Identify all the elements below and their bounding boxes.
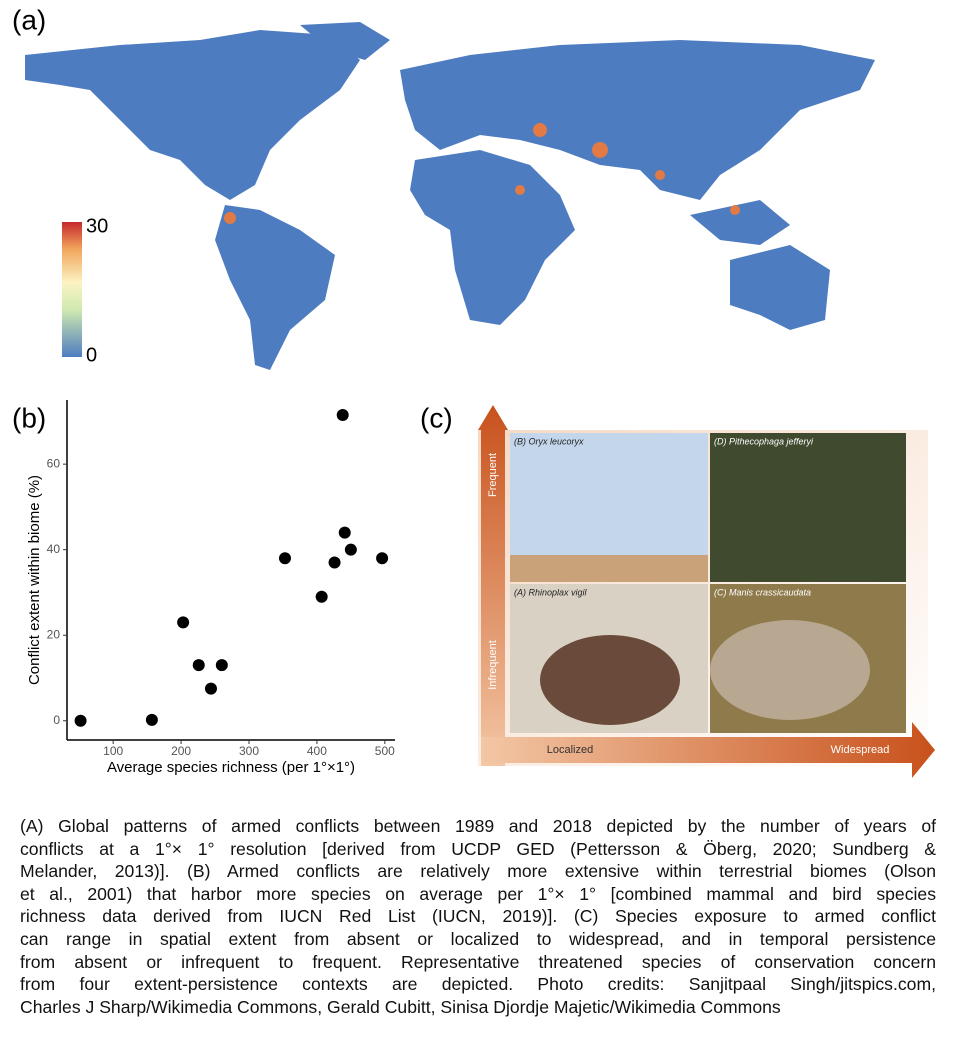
point xyxy=(204,682,217,695)
figure: (a) 30 0 (b) 0 20 40 60 100 200 300 400 500 Avera… xyxy=(12,4,935,778)
point xyxy=(74,714,87,727)
caption-line: Melander, 2013)]. (B) Armed conflicts ar… xyxy=(20,861,936,882)
point xyxy=(344,543,357,556)
colorbar-label: 0 xyxy=(86,344,97,366)
point xyxy=(192,659,205,672)
photo-label: (D) Pithecophaga jefferyi xyxy=(714,436,814,446)
axis-label: Localized xyxy=(547,744,593,756)
point xyxy=(338,526,351,539)
photo xyxy=(710,433,906,582)
map-hotspots xyxy=(224,123,740,224)
axis-label: Frequent xyxy=(487,453,499,497)
x-tick-label: 500 xyxy=(375,744,395,758)
y-tick-label: 60 xyxy=(47,456,61,470)
x-tick-label: 400 xyxy=(307,744,327,758)
scatter-plot: 0 20 40 60 100 200 300 400 500 Average species ri… xyxy=(26,400,395,776)
caption-line: can range in spatial extent from absent … xyxy=(20,928,936,949)
caption-line: from absent or infrequent to frequent. R… xyxy=(20,951,936,972)
photo-label: (A) Rhinoplax vigil xyxy=(514,587,588,597)
caption: (A) Global patterns of armed conflicts b… xyxy=(20,815,936,1018)
x-axis-title: Average species richness (per 1°×1°) xyxy=(107,759,355,776)
caption-line: et al., 2001) that harbor more species o… xyxy=(20,883,936,904)
panel-letter: (a) xyxy=(12,4,46,35)
point xyxy=(328,556,341,569)
point xyxy=(315,590,328,603)
photo xyxy=(710,620,870,720)
photo xyxy=(540,635,680,725)
y-tick-label: 20 xyxy=(47,627,61,641)
y-tick-label: 0 xyxy=(53,713,60,727)
world-map xyxy=(25,22,875,370)
point xyxy=(215,659,228,672)
axis-label: Widespread xyxy=(831,744,890,756)
arrow xyxy=(478,405,508,766)
colorbar xyxy=(62,222,82,357)
caption-line: from four extent-persistence contexts ar… xyxy=(20,974,936,995)
x-tick-label: 300 xyxy=(239,744,259,758)
photo-label: (B) Oryx leucoryx xyxy=(514,436,584,446)
point xyxy=(278,552,291,565)
photo xyxy=(510,555,708,582)
axis-label: Infrequent xyxy=(487,640,499,690)
y-tick-label: 40 xyxy=(47,542,61,556)
point xyxy=(145,713,158,726)
panel-letter: (c) xyxy=(420,402,453,433)
point xyxy=(376,552,389,565)
panel-letter: (b) xyxy=(12,402,46,433)
colorbar-label: 30 xyxy=(86,215,108,237)
caption-line: richness data derived from IUCN Red List… xyxy=(20,906,936,927)
y-axis-title: Conflict extent within biome (%) xyxy=(26,475,43,685)
arrow xyxy=(481,722,935,778)
caption-line: Charles J Sharp/Wikimedia Commons, Geral… xyxy=(20,996,781,1017)
point xyxy=(336,408,349,421)
photo-label: (C) Manis crassicaudata xyxy=(714,587,811,597)
x-tick-label: 100 xyxy=(103,744,123,758)
point xyxy=(177,616,190,629)
caption-line: (A) Global patterns of armed conflicts b… xyxy=(20,816,936,836)
x-tick-label: 200 xyxy=(171,744,191,758)
caption-line: conflicts at a 1°× 1° resolution [derive… xyxy=(20,838,936,859)
